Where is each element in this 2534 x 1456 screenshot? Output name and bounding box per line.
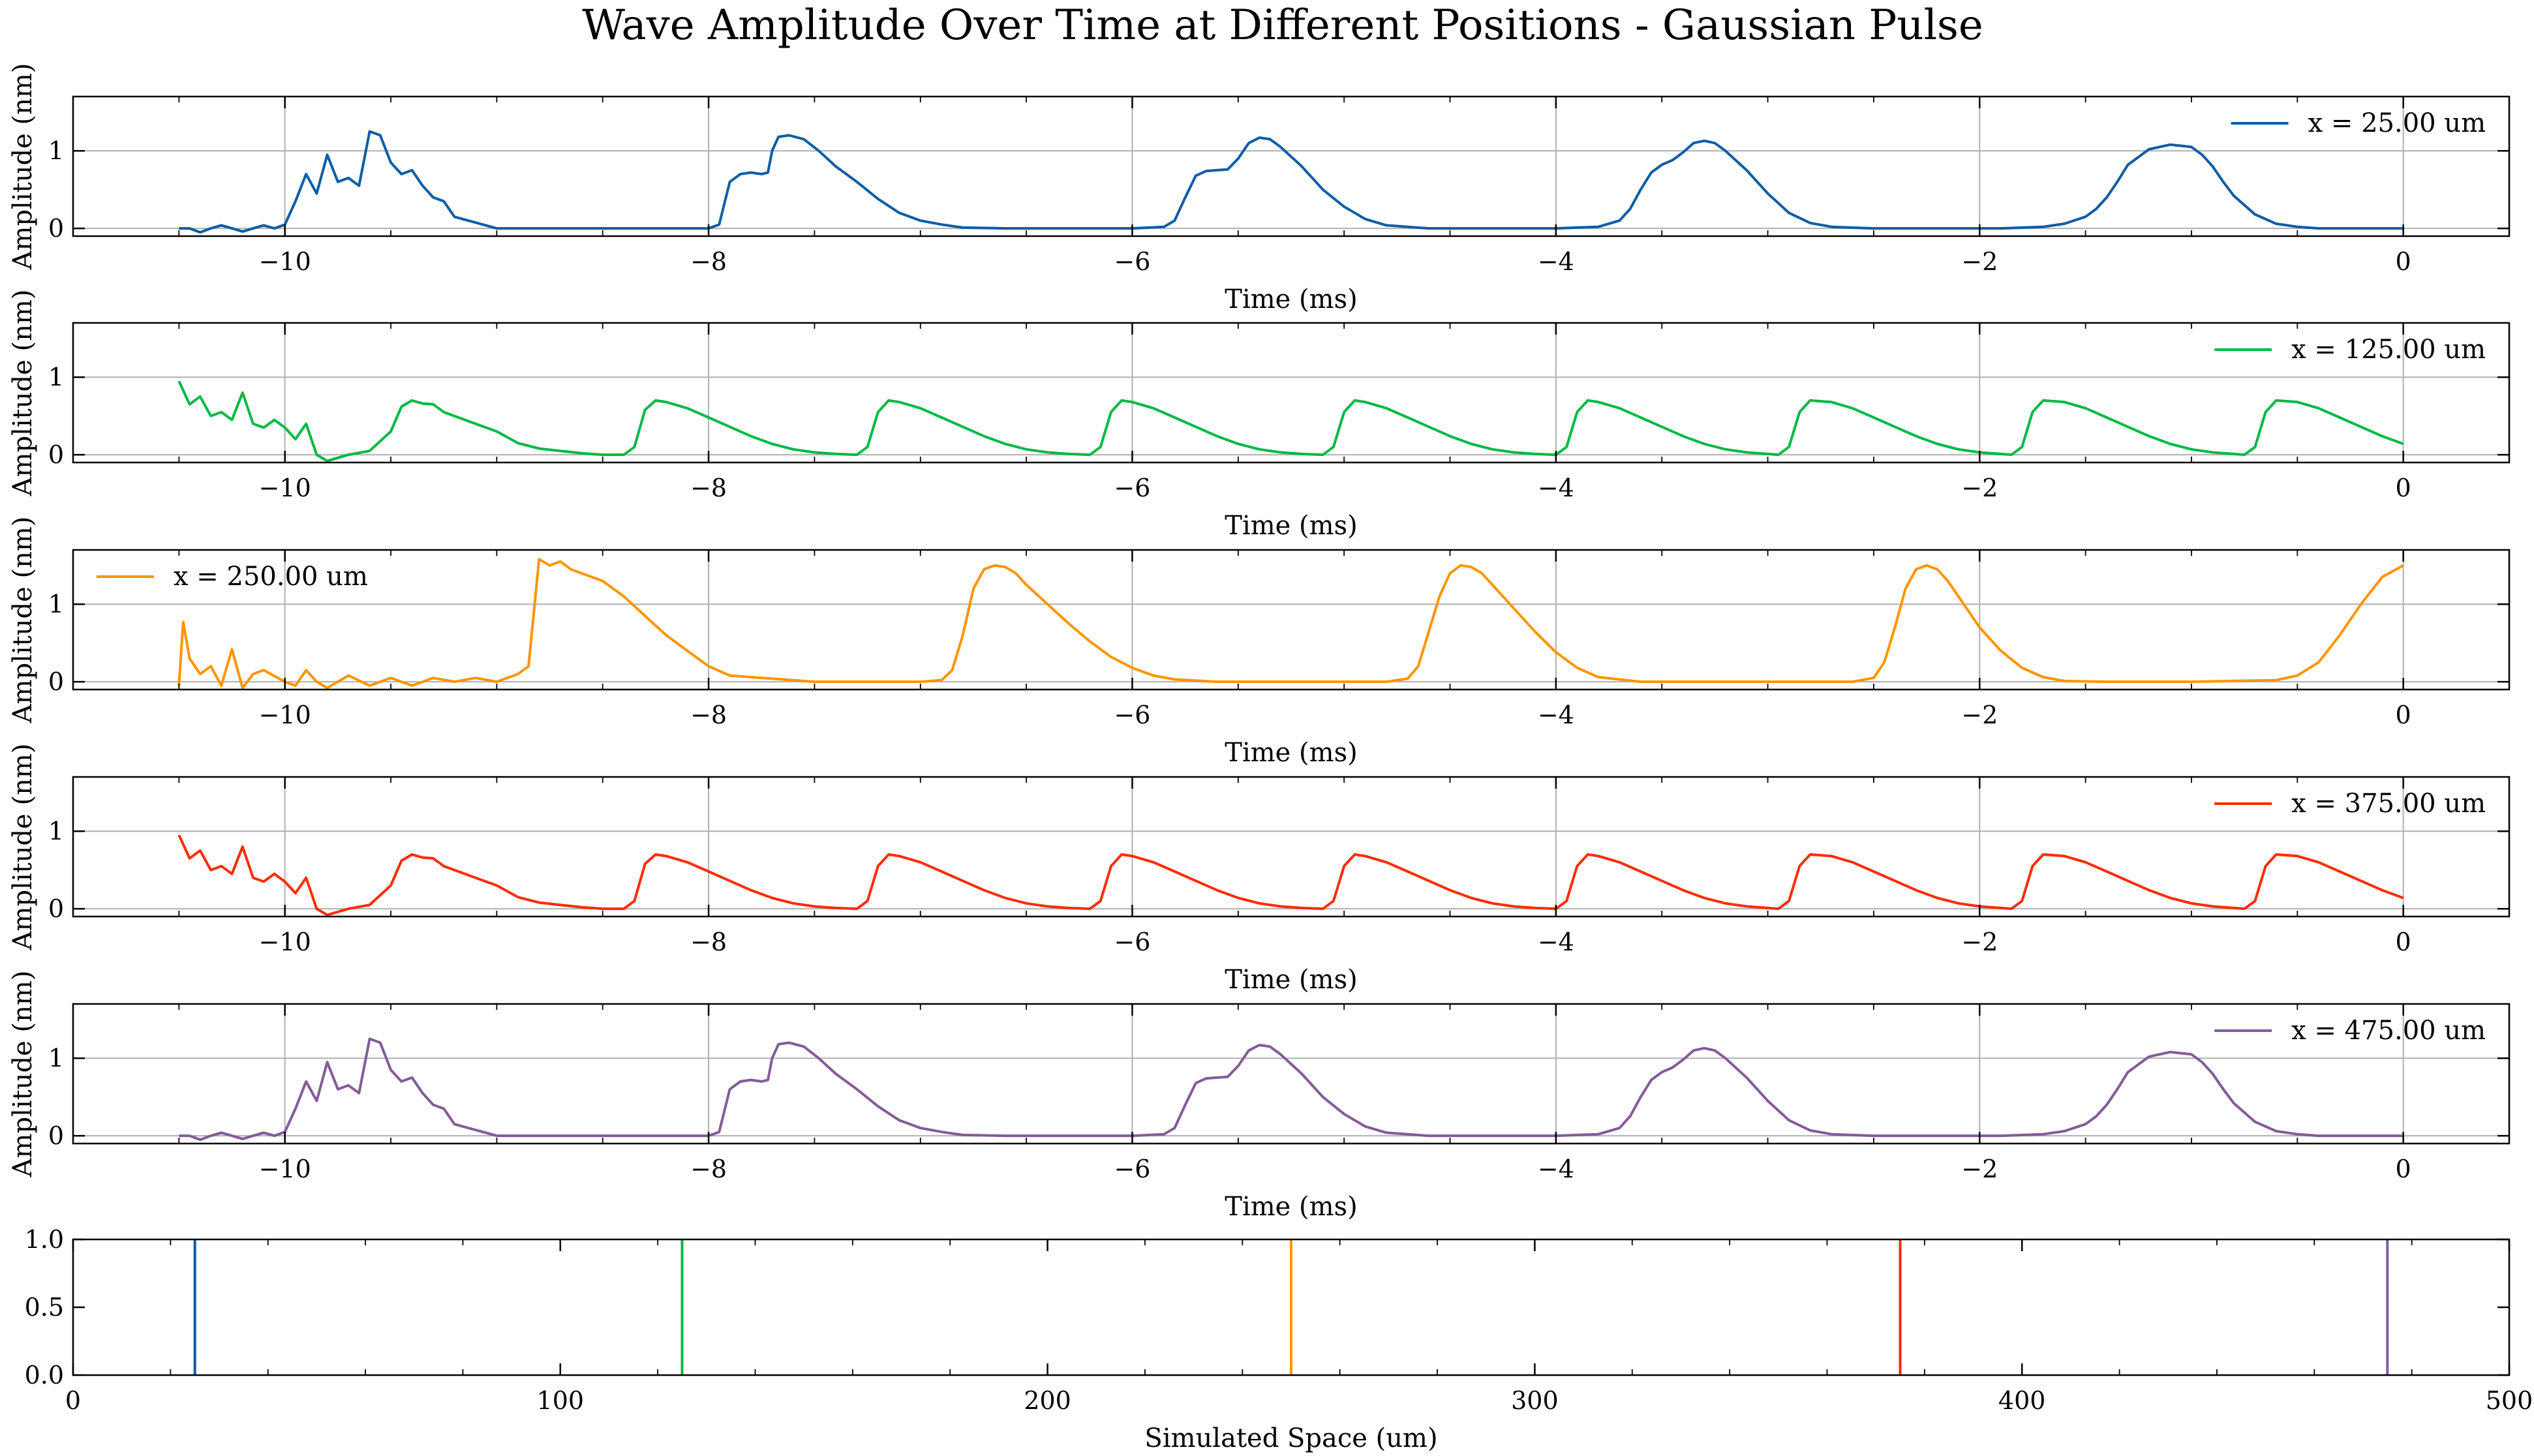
x-tick-label: −4 xyxy=(1538,474,1574,502)
subplot-2: −10 −8 −6 −4 −2 0 0 1 Time (ms) Amplitude (nm) x =… xyxy=(8,290,2511,541)
x-axis-label: Simulated Space (um) xyxy=(1144,1423,1437,1453)
x-tick-label: −2 xyxy=(1961,1155,1998,1183)
x-axis-label: Time (ms) xyxy=(1225,1192,1357,1222)
y-axis-label: Amplitude (nm) xyxy=(8,744,38,951)
x-tick-label: 0 xyxy=(2396,1155,2411,1183)
x-tick-label: −6 xyxy=(1114,701,1150,729)
x-tick-label: 0 xyxy=(65,1386,81,1415)
subplot-5: −10 −8 −6 −4 −2 0 0 1 Time (ms) Amplitude (nm) x =… xyxy=(8,971,2511,1222)
y-tick-label: 0 xyxy=(48,667,64,696)
y-tick-label: 1.0 xyxy=(25,1225,64,1254)
y-tick-label: 0.5 xyxy=(25,1293,64,1322)
x-tick-label: −4 xyxy=(1538,1155,1574,1183)
x-tick-label: −4 xyxy=(1538,701,1574,729)
y-tick-label: 1 xyxy=(48,590,64,618)
subplots: −10 −8 −6 −4 −2 0 0 1 Time (ms) Amplitude (nm) x =… xyxy=(8,63,2533,1453)
y-tick-label: 0 xyxy=(48,440,64,469)
figure-title: Wave Amplitude Over Time at Different Po… xyxy=(582,1,1983,50)
x-tick-label: 300 xyxy=(1511,1386,1559,1415)
x-tick-label: 100 xyxy=(537,1386,585,1415)
x-tick-label: −8 xyxy=(690,701,727,729)
x-tick-label: −8 xyxy=(690,247,727,276)
x-tick-label: −6 xyxy=(1114,247,1150,276)
legend-label: x = 125.00 um xyxy=(2291,335,2486,365)
x-tick-label: −6 xyxy=(1114,474,1150,502)
x-tick-label: 200 xyxy=(1024,1386,1071,1415)
x-tick-label: −6 xyxy=(1114,928,1150,956)
legend-label: x = 250.00 um xyxy=(174,562,368,592)
subplot-3: −10 −8 −6 −4 −2 0 0 1 Time (ms) Amplitude (nm) x =… xyxy=(8,517,2511,768)
x-axis-label: Time (ms) xyxy=(1225,284,1357,314)
y-tick-label: 1 xyxy=(48,363,64,391)
y-axis-label: Amplitude (nm) xyxy=(8,290,38,497)
x-axis-label: Time (ms) xyxy=(1225,965,1357,995)
series-line xyxy=(179,130,2404,234)
legend-label: x = 375.00 um xyxy=(2291,789,2486,819)
x-tick-label: −8 xyxy=(690,1155,727,1183)
y-tick-label: 1 xyxy=(48,817,64,845)
y-tick-label: 1 xyxy=(48,1044,64,1072)
x-tick-label: −8 xyxy=(690,928,727,956)
axes-frame xyxy=(72,322,2511,464)
axes-frame xyxy=(72,95,2511,237)
y-axis-label: Amplitude (nm) xyxy=(8,63,38,271)
x-tick-label: −4 xyxy=(1538,928,1574,956)
x-tick-label: −10 xyxy=(259,474,311,502)
x-tick-label: 0 xyxy=(2396,701,2411,729)
y-tick-label: 1 xyxy=(48,136,64,165)
x-tick-label: −10 xyxy=(259,247,311,276)
y-tick-label: 0 xyxy=(48,214,64,243)
y-tick-label: 0.0 xyxy=(25,1361,64,1389)
y-tick-label: 0 xyxy=(48,1121,64,1150)
x-tick-label: −10 xyxy=(259,928,311,956)
axes-frame xyxy=(72,776,2511,918)
series-line xyxy=(179,1037,2404,1142)
x-tick-label: −6 xyxy=(1114,1155,1150,1183)
series-line xyxy=(177,558,2404,690)
x-tick-label: −4 xyxy=(1538,247,1574,276)
x-axis-label: Time (ms) xyxy=(1225,511,1357,541)
legend-label: x = 25.00 um xyxy=(2308,108,2486,138)
legend-label: x = 475.00 um xyxy=(2291,1016,2486,1046)
x-tick-label: 0 xyxy=(2396,247,2411,276)
x-tick-label: −2 xyxy=(1961,928,1998,956)
x-tick-label: −2 xyxy=(1961,247,1998,276)
y-tick-label: 0 xyxy=(48,894,64,923)
series-line xyxy=(177,834,2404,917)
x-tick-label: −8 xyxy=(690,474,727,502)
subplot-1: −10 −8 −6 −4 −2 0 0 1 Time (ms) Amplitude (nm) x =… xyxy=(8,63,2511,314)
y-axis-label: Amplitude (nm) xyxy=(8,517,38,724)
axes-frame xyxy=(72,1003,2511,1145)
x-tick-label: 0 xyxy=(2396,928,2411,956)
axes-frame xyxy=(72,549,2511,691)
series-line xyxy=(177,380,2404,463)
subplot-6: 0 100 200 300 400 500 0.0 0.5 1.0 Simulated Space… xyxy=(25,1225,2533,1453)
x-tick-label: −2 xyxy=(1961,701,1998,729)
x-tick-label: 500 xyxy=(2486,1386,2533,1415)
x-axis-label: Time (ms) xyxy=(1225,738,1357,768)
x-tick-label: 0 xyxy=(2396,474,2411,502)
subplot-4: −10 −8 −6 −4 −2 0 0 1 Time (ms) Amplitude (nm) x =… xyxy=(8,744,2511,995)
x-tick-label: −10 xyxy=(259,701,311,729)
x-tick-label: −2 xyxy=(1961,474,1998,502)
x-tick-label: −10 xyxy=(259,1155,311,1183)
y-axis-label: Amplitude (nm) xyxy=(8,971,38,1178)
x-tick-label: 400 xyxy=(1998,1386,2046,1415)
